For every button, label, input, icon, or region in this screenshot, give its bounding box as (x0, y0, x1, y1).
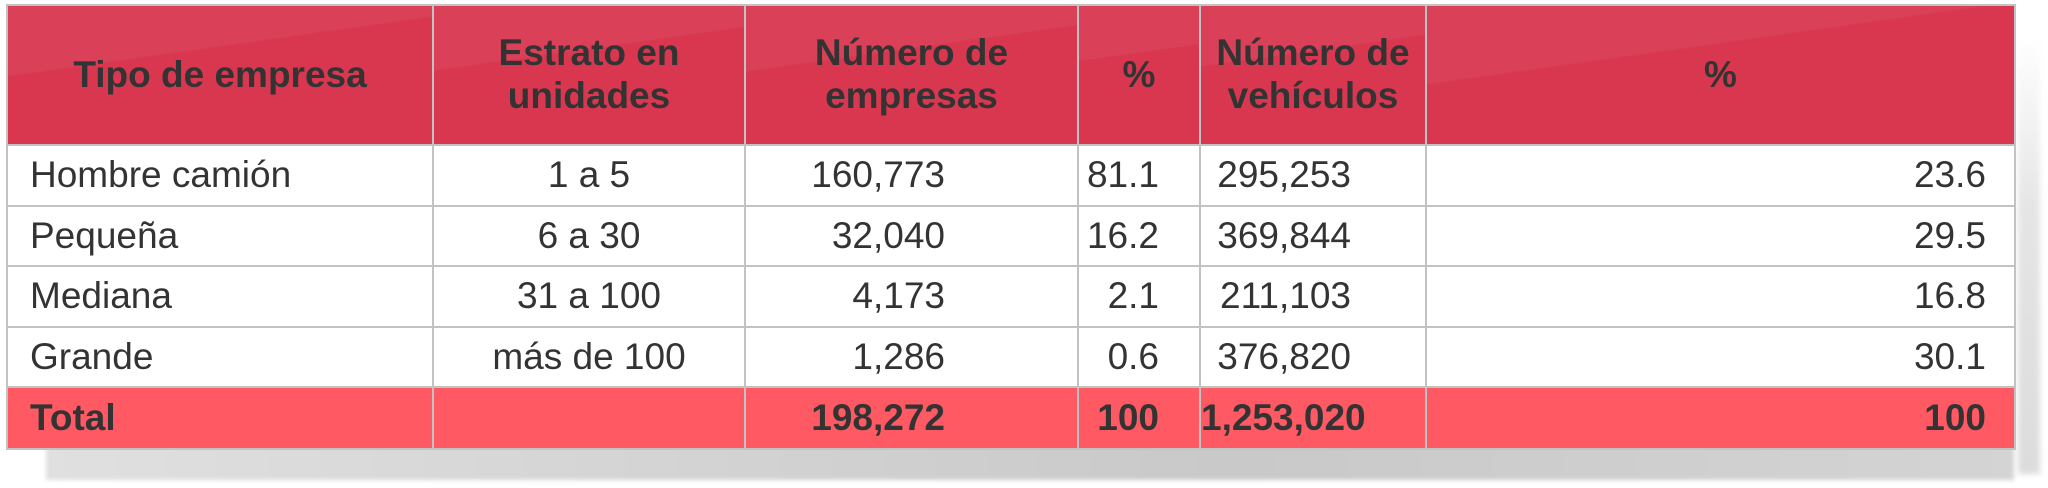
header-estrato-en-unidades: Estrato en unidades (432, 4, 746, 146)
cell-estrato: más de 100 (432, 325, 746, 389)
cell-pct-empresas: 2.1 (1077, 265, 1201, 328)
total-estrato (432, 386, 746, 450)
cell-num-empresas: 1,286 (744, 325, 1079, 389)
cell-pct-empresas: 0.6 (1077, 325, 1201, 389)
table-side-shadow (2018, 34, 2040, 474)
total-num-empresas: 198,272 (744, 386, 1079, 450)
table-total-row: Total 198,272 100 1,253,020 100 (6, 386, 2016, 450)
table-drop-shadow (46, 446, 2014, 480)
header-tipo-de-empresa: Tipo de empresa (6, 4, 434, 146)
cell-num-empresas: 32,040 (744, 204, 1079, 268)
cell-tipo: Pequeña (6, 204, 434, 268)
table-header-row: Tipo de empresa Estrato en unidades Núme… (6, 4, 2016, 146)
total-pct-empresas: 100 (1077, 386, 1201, 450)
table-row: Pequeña 6 a 30 32,040 16.2 369,844 29.5 (6, 204, 2016, 268)
cell-estrato: 6 a 30 (432, 204, 746, 268)
total-label: Total (6, 386, 434, 450)
cell-num-vehiculos: 295,253 (1199, 144, 1427, 207)
table-row: Grande más de 100 1,286 0.6 376,820 30.1 (6, 325, 2016, 389)
cell-num-vehiculos: 369,844 (1199, 204, 1427, 268)
cell-pct-vehiculos: 29.5 (1425, 204, 2016, 268)
table-row: Hombre camión 1 a 5 160,773 81.1 295,253… (6, 144, 2016, 207)
cell-pct-empresas: 81.1 (1077, 144, 1201, 207)
cell-pct-vehiculos: 16.8 (1425, 265, 2016, 328)
cell-estrato: 1 a 5 (432, 144, 746, 207)
data-table: Tipo de empresa Estrato en unidades Núme… (6, 4, 2016, 450)
cell-tipo: Grande (6, 325, 434, 389)
cell-tipo: Hombre camión (6, 144, 434, 207)
total-pct-vehiculos: 100 (1425, 386, 2016, 450)
cell-num-vehiculos: 211,103 (1199, 265, 1427, 328)
cell-pct-vehiculos: 23.6 (1425, 144, 2016, 207)
cell-num-empresas: 160,773 (744, 144, 1079, 207)
header-porcentaje-empresas: % (1077, 4, 1201, 146)
cell-estrato: 31 a 100 (432, 265, 746, 328)
header-porcentaje-vehiculos: % (1425, 4, 2016, 146)
header-numero-de-vehiculos: Número de vehículos (1199, 4, 1427, 146)
cell-pct-empresas: 16.2 (1077, 204, 1201, 268)
cell-pct-vehiculos: 30.1 (1425, 325, 2016, 389)
table-row: Mediana 31 a 100 4,173 2.1 211,103 16.8 (6, 265, 2016, 328)
cell-num-empresas: 4,173 (744, 265, 1079, 328)
total-num-vehiculos: 1,253,020 (1199, 386, 1427, 450)
cell-num-vehiculos: 376,820 (1199, 325, 1427, 389)
header-numero-de-empresas: Número de empresas (744, 4, 1079, 146)
cell-tipo: Mediana (6, 265, 434, 328)
